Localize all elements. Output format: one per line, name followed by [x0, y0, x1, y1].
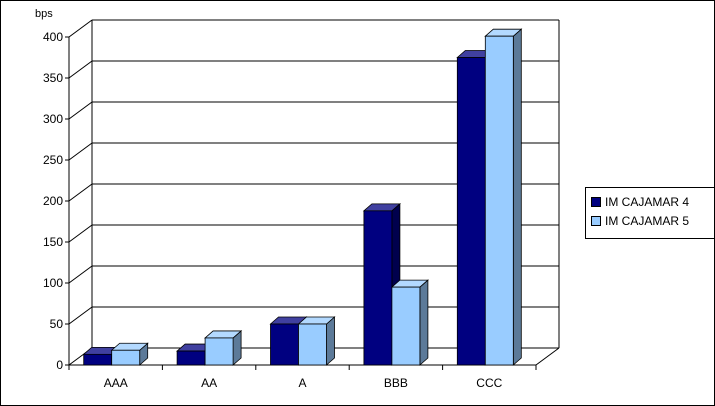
bar-side — [419, 279, 429, 366]
y-tick-label: 150 — [43, 235, 63, 249]
bar-side — [512, 28, 522, 366]
gridline-diagonal — [68, 224, 93, 243]
y-tick-label: 50 — [50, 317, 64, 331]
bar — [270, 323, 299, 366]
y-tick-label: 400 — [43, 30, 63, 44]
gridline-diagonal — [68, 19, 93, 38]
bar — [83, 353, 113, 366]
bar — [484, 35, 514, 366]
x-tick-label: CCC — [476, 376, 502, 390]
legend-item: IM CAJAMAR 4 — [591, 195, 689, 209]
y-axis-title: bps — [35, 8, 53, 20]
y-tick-label: 200 — [43, 194, 63, 208]
gridline-diagonal — [68, 265, 93, 284]
y-tick-label: 350 — [43, 71, 63, 85]
legend-label: IM CAJAMAR 5 — [605, 214, 690, 228]
y-tick-label: 100 — [43, 276, 63, 290]
x-tick-label: AA — [201, 376, 217, 390]
y-tick-label: 300 — [43, 112, 63, 126]
bar-side — [326, 316, 335, 366]
gridline-diagonal — [68, 183, 93, 202]
bar — [391, 286, 421, 366]
bar — [204, 337, 234, 366]
bar — [456, 57, 486, 366]
gridline-diagonal — [68, 142, 93, 161]
x-tick-label: AAA — [104, 376, 128, 390]
bar — [363, 210, 393, 366]
x-tick-label: BBB — [384, 376, 408, 390]
legend-label: IM CAJAMAR 4 — [605, 195, 690, 209]
gridline-diagonal — [68, 306, 93, 325]
legend-swatch — [591, 196, 601, 207]
gridline-diagonal — [68, 60, 93, 79]
y-tick-label: 0 — [56, 358, 63, 372]
gridline-diagonal — [68, 101, 93, 120]
bar — [176, 350, 206, 366]
legend-item: IM CAJAMAR 5 — [591, 214, 689, 228]
x-tick-label: A — [298, 376, 306, 390]
floor-right-edge — [535, 347, 560, 366]
y-tick-label: 250 — [43, 153, 63, 167]
legend: IM CAJAMAR 4 IM CAJAMAR 5 — [585, 187, 715, 239]
bar — [298, 323, 327, 366]
legend-swatch — [591, 215, 601, 226]
bar — [111, 349, 141, 366]
